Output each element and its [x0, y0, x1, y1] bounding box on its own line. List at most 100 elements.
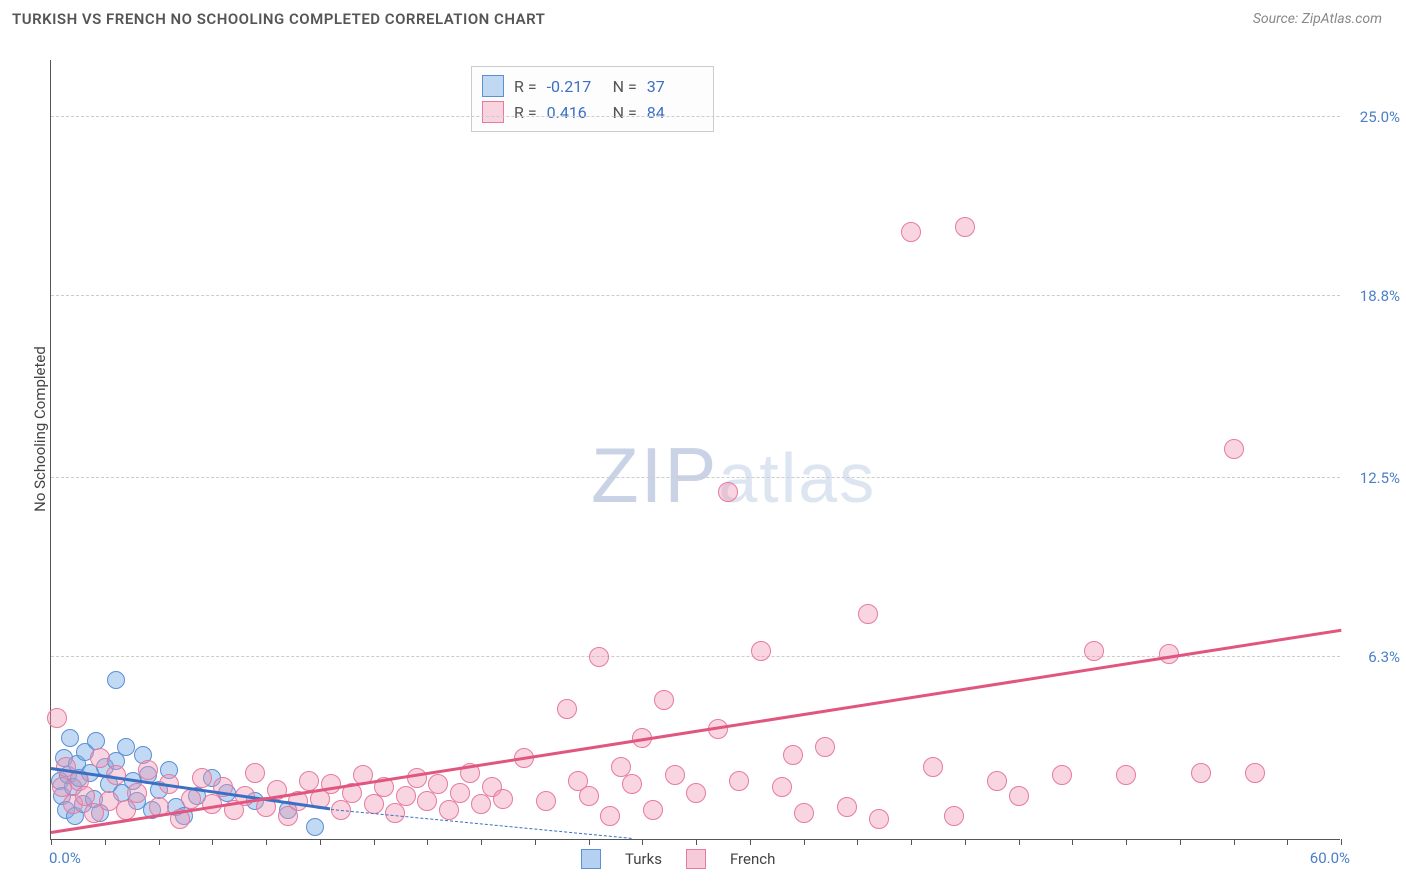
r-value-turks: -0.217	[547, 77, 603, 96]
data-point-french	[428, 774, 448, 794]
data-point-french	[589, 647, 609, 667]
x-tick-mark	[965, 839, 966, 845]
x-tick-mark	[105, 839, 106, 845]
x-tick-mark	[212, 839, 213, 845]
data-point-french	[321, 774, 341, 794]
grid-line	[51, 477, 1340, 478]
correlation-legend: R = -0.217 N = 37 R = 0.416 N = 84	[471, 66, 714, 132]
legend-row-french: R = 0.416 N = 84	[482, 99, 703, 125]
swatch-french	[482, 101, 504, 123]
x-tick-mark	[374, 839, 375, 845]
data-point-french	[901, 222, 921, 242]
x-tick-mark	[750, 839, 751, 845]
y-tick-label: 12.5%	[1345, 469, 1400, 487]
data-point-french	[718, 482, 738, 502]
data-point-french	[47, 708, 67, 728]
x-tick-mark	[1234, 839, 1235, 845]
y-axis-label: No Schooling Completed	[31, 329, 49, 529]
data-point-french	[90, 748, 110, 768]
n-label: N =	[613, 103, 637, 122]
data-point-french	[192, 768, 212, 788]
n-value-turks: 37	[647, 77, 703, 96]
x-tick-mark	[1019, 839, 1020, 845]
data-point-french	[493, 789, 513, 809]
data-point-french	[783, 745, 803, 765]
data-point-french	[923, 757, 943, 777]
data-point-french	[1224, 439, 1244, 459]
data-point-french	[794, 803, 814, 823]
data-point-french	[138, 760, 158, 780]
data-point-french	[815, 737, 835, 757]
n-label: N =	[613, 77, 637, 96]
x-tick-mark	[427, 839, 428, 845]
data-point-french	[837, 797, 857, 817]
data-point-french	[1009, 786, 1029, 806]
data-point-french	[385, 803, 405, 823]
data-point-french	[579, 786, 599, 806]
x-tick-min: 0.0%	[49, 849, 81, 867]
x-tick-mark	[1072, 839, 1073, 845]
data-point-turks	[107, 671, 125, 689]
x-tick-mark	[696, 839, 697, 845]
data-point-french	[772, 777, 792, 797]
x-tick-mark	[1180, 839, 1181, 845]
x-tick-mark	[481, 839, 482, 845]
plot-area: ZIPatlas R = -0.217 N = 37 R = 0.416 N =…	[50, 60, 1340, 840]
data-point-french	[600, 806, 620, 826]
data-point-french	[1191, 763, 1211, 783]
watermark: ZIPatlas	[591, 430, 876, 521]
legend-row-turks: R = -0.217 N = 37	[482, 73, 703, 99]
data-point-french	[417, 791, 437, 811]
legend-label-turks: Turks	[625, 850, 662, 868]
data-point-turks	[117, 738, 135, 756]
data-point-turks	[61, 729, 79, 747]
x-tick-mark	[1341, 839, 1342, 845]
y-tick-label: 18.8%	[1345, 287, 1400, 305]
data-point-french	[127, 783, 147, 803]
data-point-turks	[87, 732, 105, 750]
x-tick-mark	[320, 839, 321, 845]
x-tick-mark	[51, 839, 52, 845]
data-point-french	[643, 800, 663, 820]
swatch-turks-bottom	[581, 849, 601, 869]
data-point-french	[1052, 765, 1072, 785]
data-point-french	[686, 783, 706, 803]
swatch-french-bottom	[686, 849, 706, 869]
x-tick-mark	[535, 839, 536, 845]
data-point-french	[869, 809, 889, 829]
data-point-french	[407, 768, 427, 788]
x-tick-mark	[857, 839, 858, 845]
data-point-french	[471, 794, 491, 814]
n-value-french: 84	[647, 103, 703, 122]
y-tick-label: 6.3%	[1345, 648, 1400, 666]
data-point-french	[987, 771, 1007, 791]
series-legend: Turks French	[581, 849, 775, 869]
legend-label-french: French	[730, 850, 775, 868]
data-point-french	[944, 806, 964, 826]
r-value-french: 0.416	[547, 103, 603, 122]
chart-header: TURKISH VS FRENCH NO SCHOOLING COMPLETED…	[0, 0, 1406, 36]
data-point-french	[536, 791, 556, 811]
chart-title: TURKISH VS FRENCH NO SCHOOLING COMPLETED…	[12, 10, 545, 28]
source-name: ZipAtlas.com	[1302, 11, 1382, 27]
y-tick-label: 25.0%	[1345, 108, 1400, 126]
data-point-french	[1245, 763, 1265, 783]
watermark-bold: ZIP	[591, 431, 718, 519]
grid-line	[51, 295, 1340, 296]
data-point-french	[1084, 641, 1104, 661]
x-tick-mark	[589, 839, 590, 845]
data-point-french	[439, 800, 459, 820]
x-tick-mark	[159, 839, 160, 845]
swatch-turks	[482, 75, 504, 97]
data-point-french	[557, 699, 577, 719]
x-tick-max: 60.0%	[1310, 849, 1350, 867]
source-prefix: Source:	[1253, 11, 1302, 27]
x-tick-mark	[266, 839, 267, 845]
x-tick-mark	[804, 839, 805, 845]
x-tick-mark	[1287, 839, 1288, 845]
data-point-french	[622, 774, 642, 794]
data-point-french	[751, 641, 771, 661]
grid-line	[51, 116, 1340, 117]
data-point-french	[450, 783, 470, 803]
data-point-french	[181, 789, 201, 809]
